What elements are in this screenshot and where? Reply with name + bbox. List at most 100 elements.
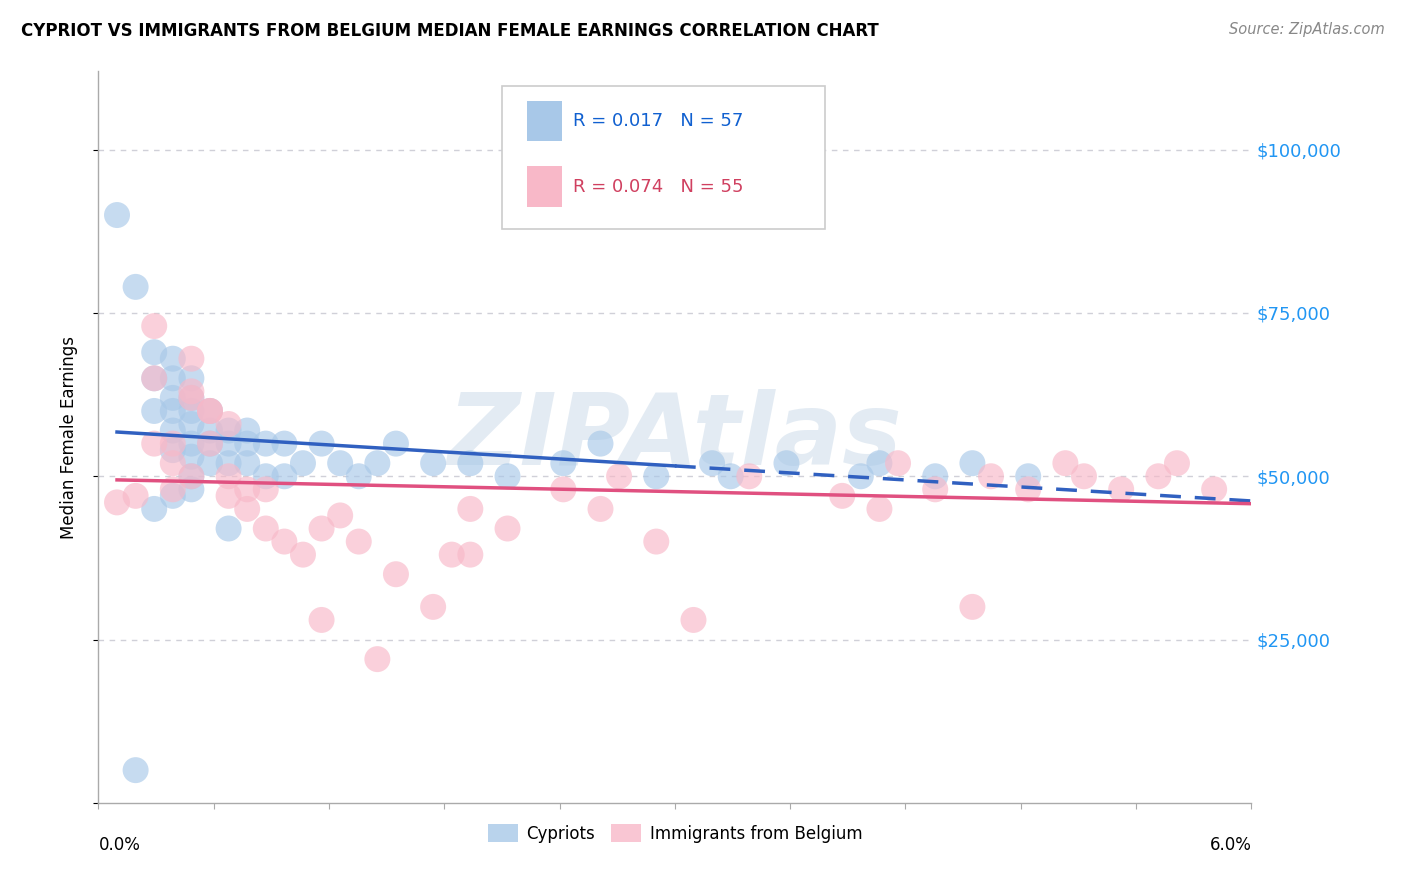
- Point: [291, 548, 314, 562]
- Point: [236, 502, 259, 516]
- Point: [236, 436, 259, 450]
- Point: [682, 613, 704, 627]
- Point: [124, 763, 146, 777]
- Point: [422, 456, 444, 470]
- Point: [124, 280, 146, 294]
- Point: [105, 208, 128, 222]
- Point: [180, 391, 202, 405]
- Point: [589, 502, 612, 516]
- Point: [143, 345, 166, 359]
- Point: [329, 456, 352, 470]
- Point: [311, 436, 333, 450]
- Text: ZIPAtlas: ZIPAtlas: [447, 389, 903, 485]
- Point: [198, 424, 221, 438]
- Point: [162, 483, 184, 497]
- Point: [218, 436, 240, 450]
- Point: [831, 489, 853, 503]
- FancyBboxPatch shape: [527, 167, 562, 207]
- Text: CYPRIOT VS IMMIGRANTS FROM BELGIUM MEDIAN FEMALE EARNINGS CORRELATION CHART: CYPRIOT VS IMMIGRANTS FROM BELGIUM MEDIA…: [21, 22, 879, 40]
- Point: [180, 384, 202, 399]
- Point: [162, 443, 184, 458]
- Point: [162, 371, 184, 385]
- Point: [124, 489, 146, 503]
- Point: [273, 534, 295, 549]
- Point: [366, 456, 388, 470]
- Point: [143, 502, 166, 516]
- Point: [347, 534, 370, 549]
- Point: [180, 450, 202, 464]
- Point: [143, 404, 166, 418]
- Point: [162, 424, 184, 438]
- Point: [180, 351, 202, 366]
- Point: [924, 469, 946, 483]
- Point: [607, 469, 630, 483]
- Point: [1166, 456, 1188, 470]
- Point: [236, 424, 259, 438]
- Point: [553, 483, 575, 497]
- Point: [180, 469, 202, 483]
- Point: [460, 456, 482, 470]
- Point: [218, 489, 240, 503]
- Point: [496, 469, 519, 483]
- Point: [198, 456, 221, 470]
- Point: [180, 469, 202, 483]
- Point: [198, 436, 221, 450]
- Point: [143, 319, 166, 334]
- Point: [347, 469, 370, 483]
- Point: [218, 469, 240, 483]
- Point: [589, 436, 612, 450]
- Point: [180, 404, 202, 418]
- Point: [162, 489, 184, 503]
- Point: [162, 456, 184, 470]
- Point: [366, 652, 388, 666]
- Text: Source: ZipAtlas.com: Source: ZipAtlas.com: [1229, 22, 1385, 37]
- Point: [143, 371, 166, 385]
- Point: [887, 456, 910, 470]
- Point: [1109, 483, 1132, 497]
- Point: [980, 469, 1002, 483]
- Point: [422, 599, 444, 614]
- Point: [198, 436, 221, 450]
- Point: [105, 495, 128, 509]
- Point: [440, 548, 463, 562]
- FancyBboxPatch shape: [502, 86, 825, 228]
- Point: [738, 469, 761, 483]
- Point: [311, 613, 333, 627]
- Point: [329, 508, 352, 523]
- Point: [180, 436, 202, 450]
- Point: [460, 502, 482, 516]
- Point: [962, 456, 984, 470]
- Point: [496, 521, 519, 535]
- Point: [162, 436, 184, 450]
- Point: [180, 391, 202, 405]
- Point: [236, 483, 259, 497]
- Point: [218, 521, 240, 535]
- Point: [198, 404, 221, 418]
- Text: 0.0%: 0.0%: [98, 836, 141, 854]
- Point: [849, 469, 872, 483]
- Point: [1073, 469, 1095, 483]
- Point: [273, 436, 295, 450]
- Point: [775, 194, 797, 209]
- Point: [254, 521, 277, 535]
- Text: R = 0.017   N = 57: R = 0.017 N = 57: [574, 112, 744, 130]
- Point: [143, 436, 166, 450]
- Text: 6.0%: 6.0%: [1209, 836, 1251, 854]
- Point: [720, 469, 742, 483]
- Point: [1054, 456, 1077, 470]
- Point: [180, 483, 202, 497]
- Y-axis label: Median Female Earnings: Median Female Earnings: [59, 335, 77, 539]
- Legend: Cypriots, Immigrants from Belgium: Cypriots, Immigrants from Belgium: [481, 818, 869, 849]
- Point: [180, 417, 202, 431]
- Point: [218, 456, 240, 470]
- Point: [218, 417, 240, 431]
- Point: [645, 534, 668, 549]
- Point: [143, 371, 166, 385]
- Point: [273, 469, 295, 483]
- Point: [868, 456, 890, 470]
- Point: [162, 351, 184, 366]
- FancyBboxPatch shape: [527, 101, 562, 141]
- Point: [1017, 469, 1039, 483]
- Point: [775, 456, 797, 470]
- Point: [460, 548, 482, 562]
